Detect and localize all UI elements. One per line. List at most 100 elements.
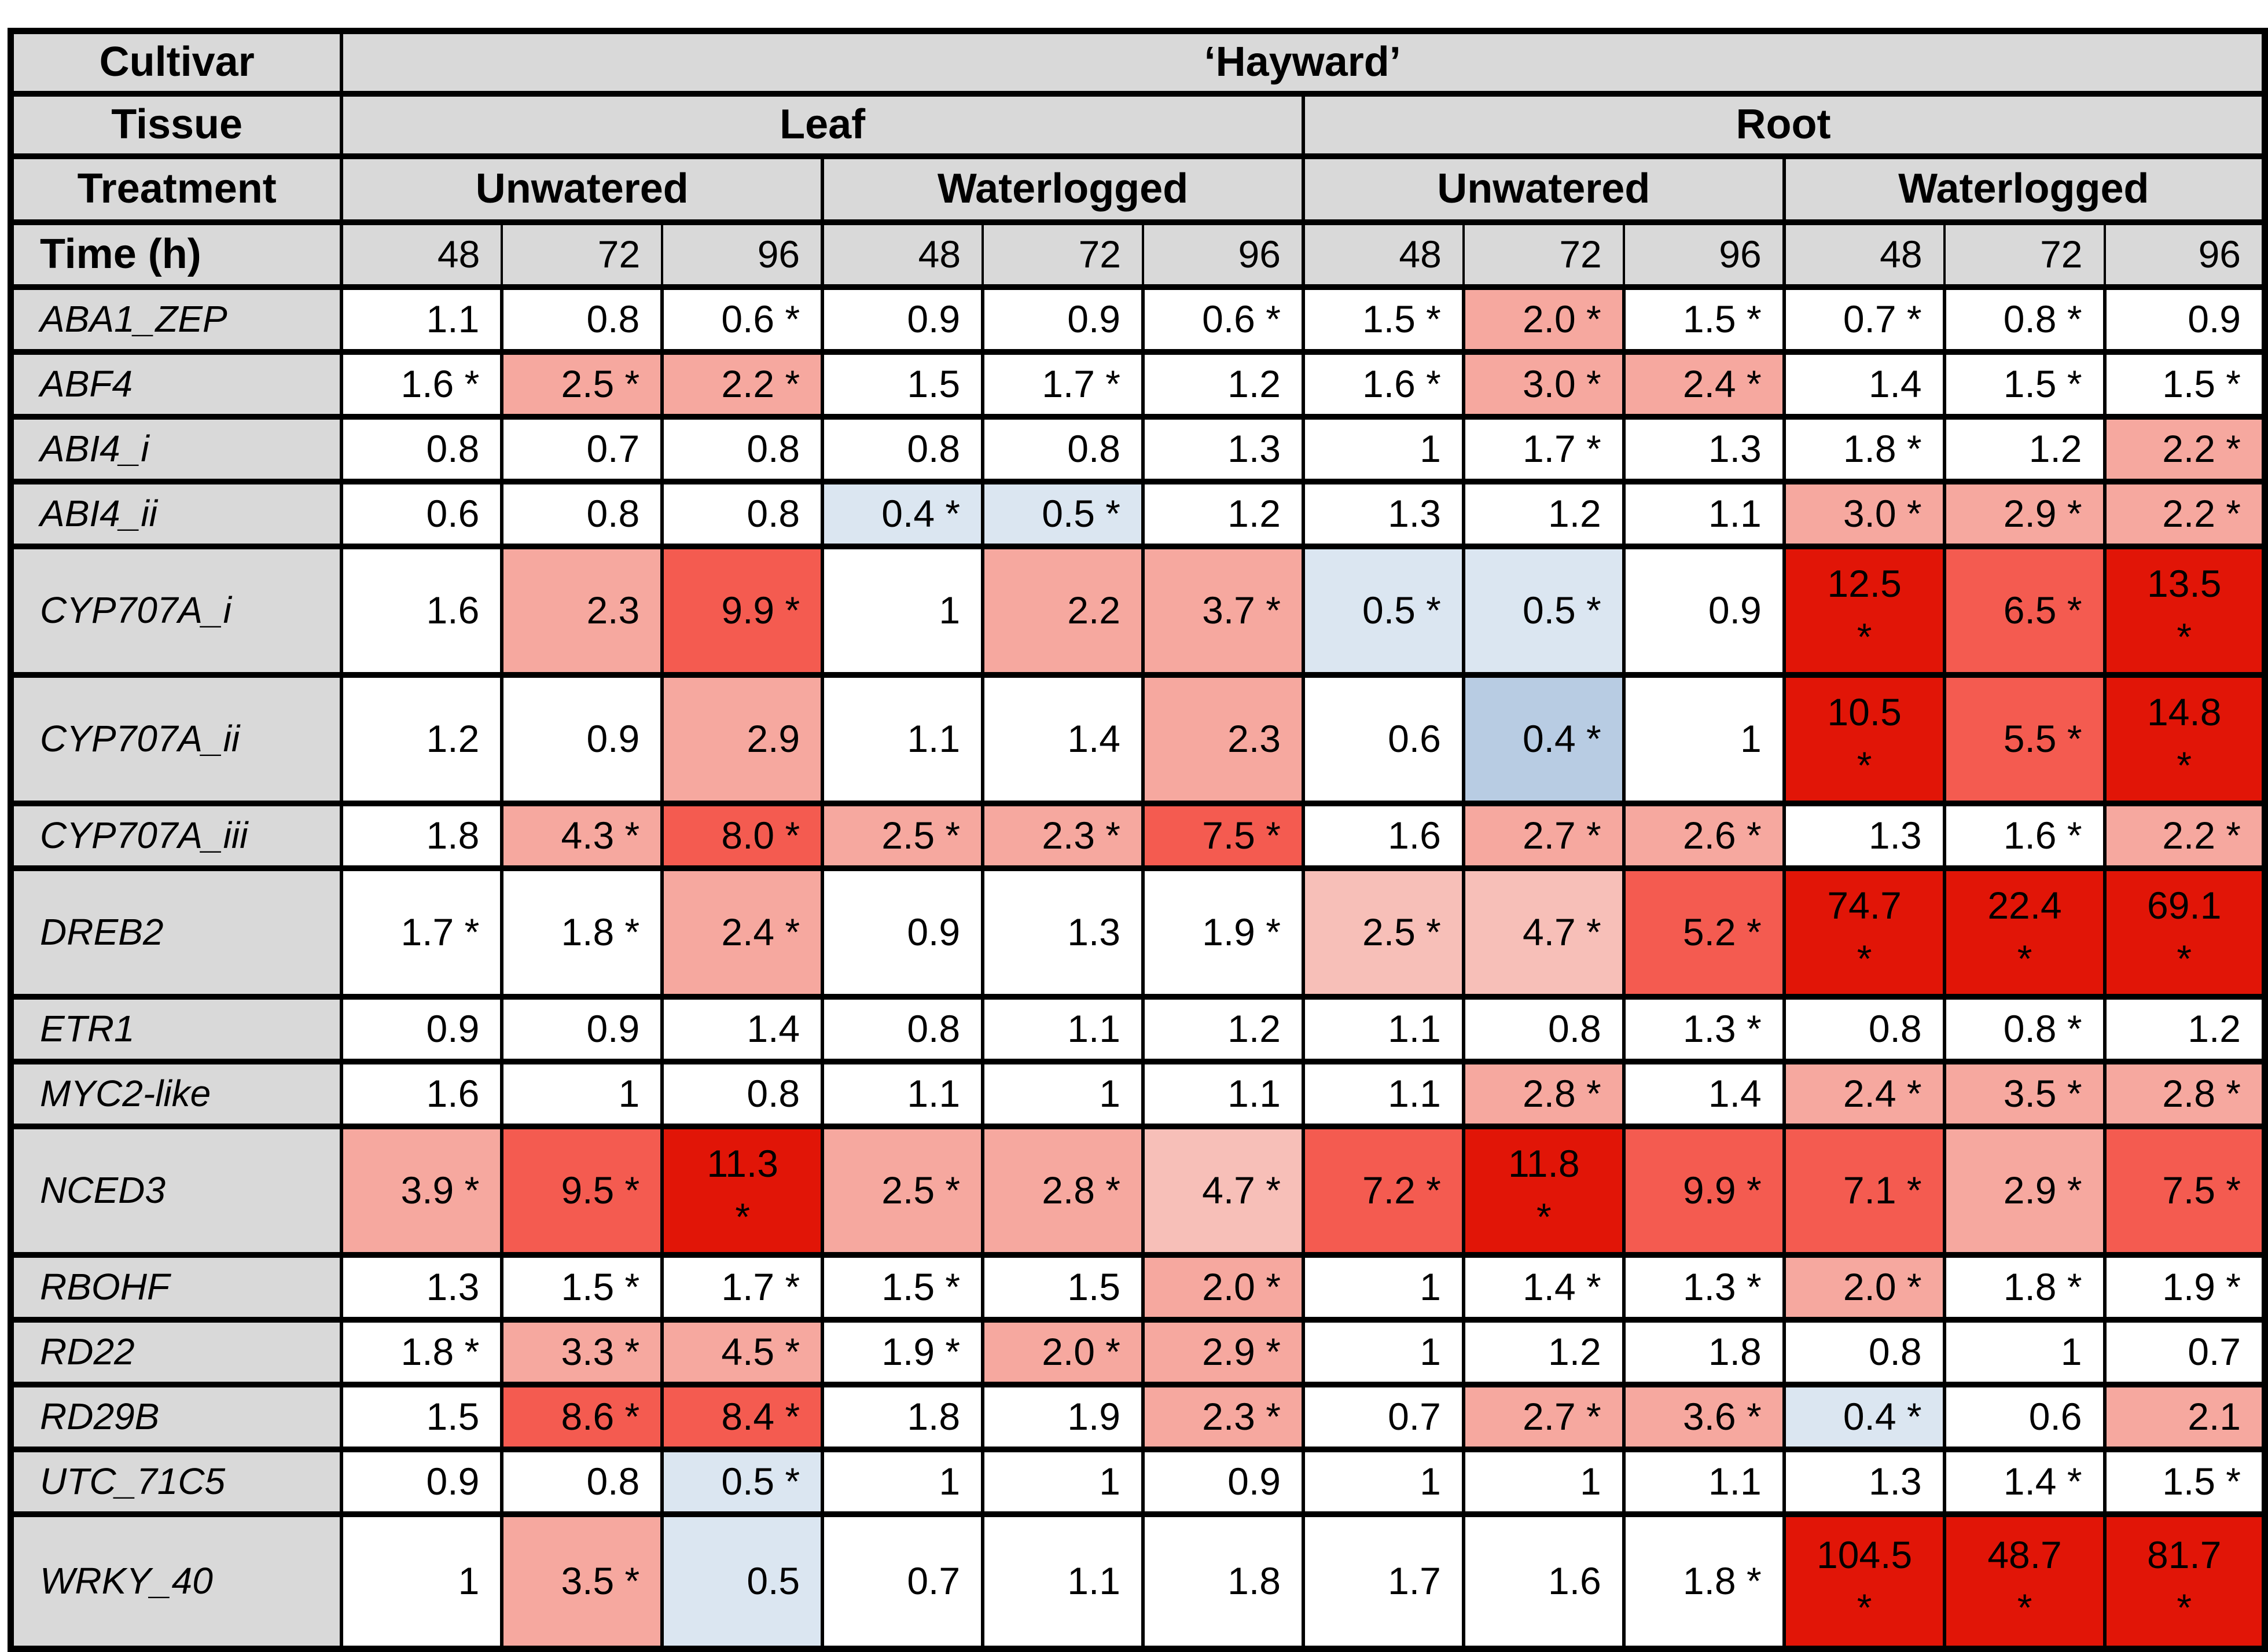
value-cell: 2.5 *	[821, 800, 985, 871]
value-cell: 3.9 *	[340, 1123, 504, 1258]
value-cell: 0.8	[660, 1058, 825, 1129]
value-cell: 69.1 *	[2102, 865, 2267, 1000]
value-cell: 1.3	[1622, 413, 1786, 484]
value-cell: 0.7	[821, 1511, 985, 1652]
header-row-tissue: Tissue Leaf Root	[9, 90, 2267, 159]
value-cell: 0.4 *	[821, 478, 985, 549]
value-cell: 0.5 *	[1301, 543, 1465, 678]
value-cell: 0.6 *	[1141, 284, 1305, 355]
value-cell: 0.4 *	[1782, 1381, 1946, 1452]
value-cell: 1.2	[340, 671, 504, 806]
value-cell: 2.2 *	[660, 348, 825, 420]
value-cell: 3.0 *	[1461, 348, 1626, 420]
value-cell: 7.2 *	[1301, 1123, 1465, 1258]
value-cell: 1.3	[1141, 413, 1305, 484]
value-cell: 0.8	[1782, 993, 1946, 1064]
value-cell: 1.1	[1301, 1058, 1465, 1129]
value-cell: 1.4	[1622, 1058, 1786, 1129]
value-cell: 1.8	[1141, 1511, 1305, 1652]
value-cell: 1.1	[981, 1511, 1145, 1652]
value-cell: 14.8 *	[2102, 671, 2267, 806]
value-cell: 2.8 *	[1461, 1058, 1626, 1129]
time-cell: 48	[821, 219, 984, 290]
gene-label: DREB2	[9, 865, 344, 1000]
value-cell: 1.6	[1461, 1511, 1626, 1652]
value-cell: 1.9 *	[1141, 865, 1305, 1000]
value-cell: 1.2	[1141, 348, 1305, 420]
value-cell: 12.5 *	[1782, 543, 1946, 678]
value-cell: 8.4 *	[660, 1381, 825, 1452]
value-cell: 8.6 *	[500, 1381, 664, 1452]
value-cell: 7.5 *	[2102, 1123, 2267, 1258]
value-cell: 2.6 *	[1622, 800, 1786, 871]
value-cell: 0.8	[500, 478, 664, 549]
value-cell: 2.5 *	[821, 1123, 985, 1258]
time-cell: 48	[1301, 219, 1465, 290]
value-cell: 1	[1301, 413, 1465, 484]
table-row: RD29B 1.5 8.6 * 8.4 * 1.8 1.9 2.3 * 0.7 2.7 * 3.6…	[9, 1381, 2267, 1452]
value-cell: 1	[1301, 1446, 1465, 1517]
value-cell: 2.9 *	[1141, 1316, 1305, 1387]
value-cell: 2.0 *	[1461, 284, 1626, 355]
value-cell: 1	[340, 1511, 504, 1652]
value-cell: 1.5 *	[2102, 1446, 2267, 1517]
value-cell: 1.3	[1301, 478, 1465, 549]
gene-label: CYP707A_ii	[9, 671, 344, 806]
table-row: WRKY_40 1 3.5 * 0.5 0.7 1.1 1.8 1.7 1.6 1.8 * 104.…	[9, 1511, 2267, 1652]
value-cell: 1.9	[981, 1381, 1145, 1452]
cultivar-value: ‘Hayward’	[340, 28, 2267, 97]
value-cell: 1.2	[1942, 413, 2107, 484]
value-cell: 104.5 *	[1782, 1511, 1946, 1652]
value-cell: 2.0 *	[981, 1316, 1145, 1387]
value-cell: 0.8	[1782, 1316, 1946, 1387]
treatment-group-0: Unwatered	[340, 153, 825, 225]
value-cell: 1	[821, 1446, 985, 1517]
tissue-group-root: Root	[1301, 90, 2267, 159]
value-cell: 0.6	[1301, 671, 1465, 806]
value-cell: 2.3 *	[981, 800, 1145, 871]
value-cell: 1.4	[660, 993, 825, 1064]
value-cell: 2.3 *	[1141, 1381, 1305, 1452]
table-row: RBOHF 1.3 1.5 * 1.7 * 1.5 * 1.5 2.0 * 1 1.4 * 1.3…	[9, 1251, 2267, 1323]
expression-table: Cultivar ‘Hayward’ Tissue Leaf Root Treatment…	[8, 28, 2268, 1652]
value-cell: 9.9 *	[660, 543, 825, 678]
value-cell: 0.6 *	[660, 284, 825, 355]
table-row: UTC_71C5 0.9 0.8 0.5 * 1 1 0.9 1 1 1.1 1.3 1.4 * 1.5…	[9, 1446, 2267, 1517]
value-cell: 1.7 *	[981, 348, 1145, 420]
value-cell: 0.9	[821, 284, 985, 355]
value-cell: 1.5 *	[2102, 348, 2267, 420]
value-cell: 1.2	[1141, 993, 1305, 1064]
gene-label: NCED3	[9, 1123, 344, 1258]
value-cell: 3.5 *	[1942, 1058, 2107, 1129]
value-cell: 1.2	[1461, 1316, 1626, 1387]
value-cell: 1.6 *	[340, 348, 504, 420]
value-cell: 2.9 *	[1942, 1123, 2107, 1258]
value-cell: 1.5 *	[1622, 284, 1786, 355]
value-cell: 0.7	[1301, 1381, 1465, 1452]
gene-label: ABA1_ZEP	[9, 284, 344, 355]
value-cell: 7.5 *	[1141, 800, 1305, 871]
value-cell: 0.7	[2102, 1316, 2267, 1387]
value-cell: 1.5	[821, 348, 985, 420]
table-row: RD22 1.8 * 3.3 * 4.5 * 1.9 * 2.0 * 2.9 * 1 1.2 1.…	[9, 1316, 2267, 1387]
value-cell: 2.0 *	[1782, 1251, 1946, 1323]
value-cell: 1.1	[1622, 478, 1786, 549]
value-cell: 2.9 *	[1942, 478, 2107, 549]
gene-label: RBOHF	[9, 1251, 344, 1323]
value-cell: 10.5 *	[1782, 671, 1946, 806]
value-cell: 1.3 *	[1622, 993, 1786, 1064]
table-row: ABA1_ZEP 1.1 0.8 0.6 * 0.9 0.9 0.6 * 1.5 * 2.0 *…	[9, 284, 2267, 355]
value-cell: 13.5 *	[2102, 543, 2267, 678]
value-cell: 1.3	[1782, 800, 1946, 871]
time-cell: 48	[340, 219, 503, 290]
value-cell: 1.6	[1301, 800, 1465, 871]
value-cell: 0.7 *	[1782, 284, 1946, 355]
value-cell: 2.7 *	[1461, 1381, 1626, 1452]
table-row: MYC2-like 1.6 1 0.8 1.1 1 1.1 1.1 2.8 * 1.4 2.4 * 3…	[9, 1058, 2267, 1129]
value-cell: 2.3	[500, 543, 664, 678]
value-cell: 2.9	[660, 671, 825, 806]
value-cell: 3.3 *	[500, 1316, 664, 1387]
value-cell: 2.5 *	[1301, 865, 1465, 1000]
value-cell: 1.6	[340, 543, 504, 678]
value-cell: 1.8 *	[340, 1316, 504, 1387]
